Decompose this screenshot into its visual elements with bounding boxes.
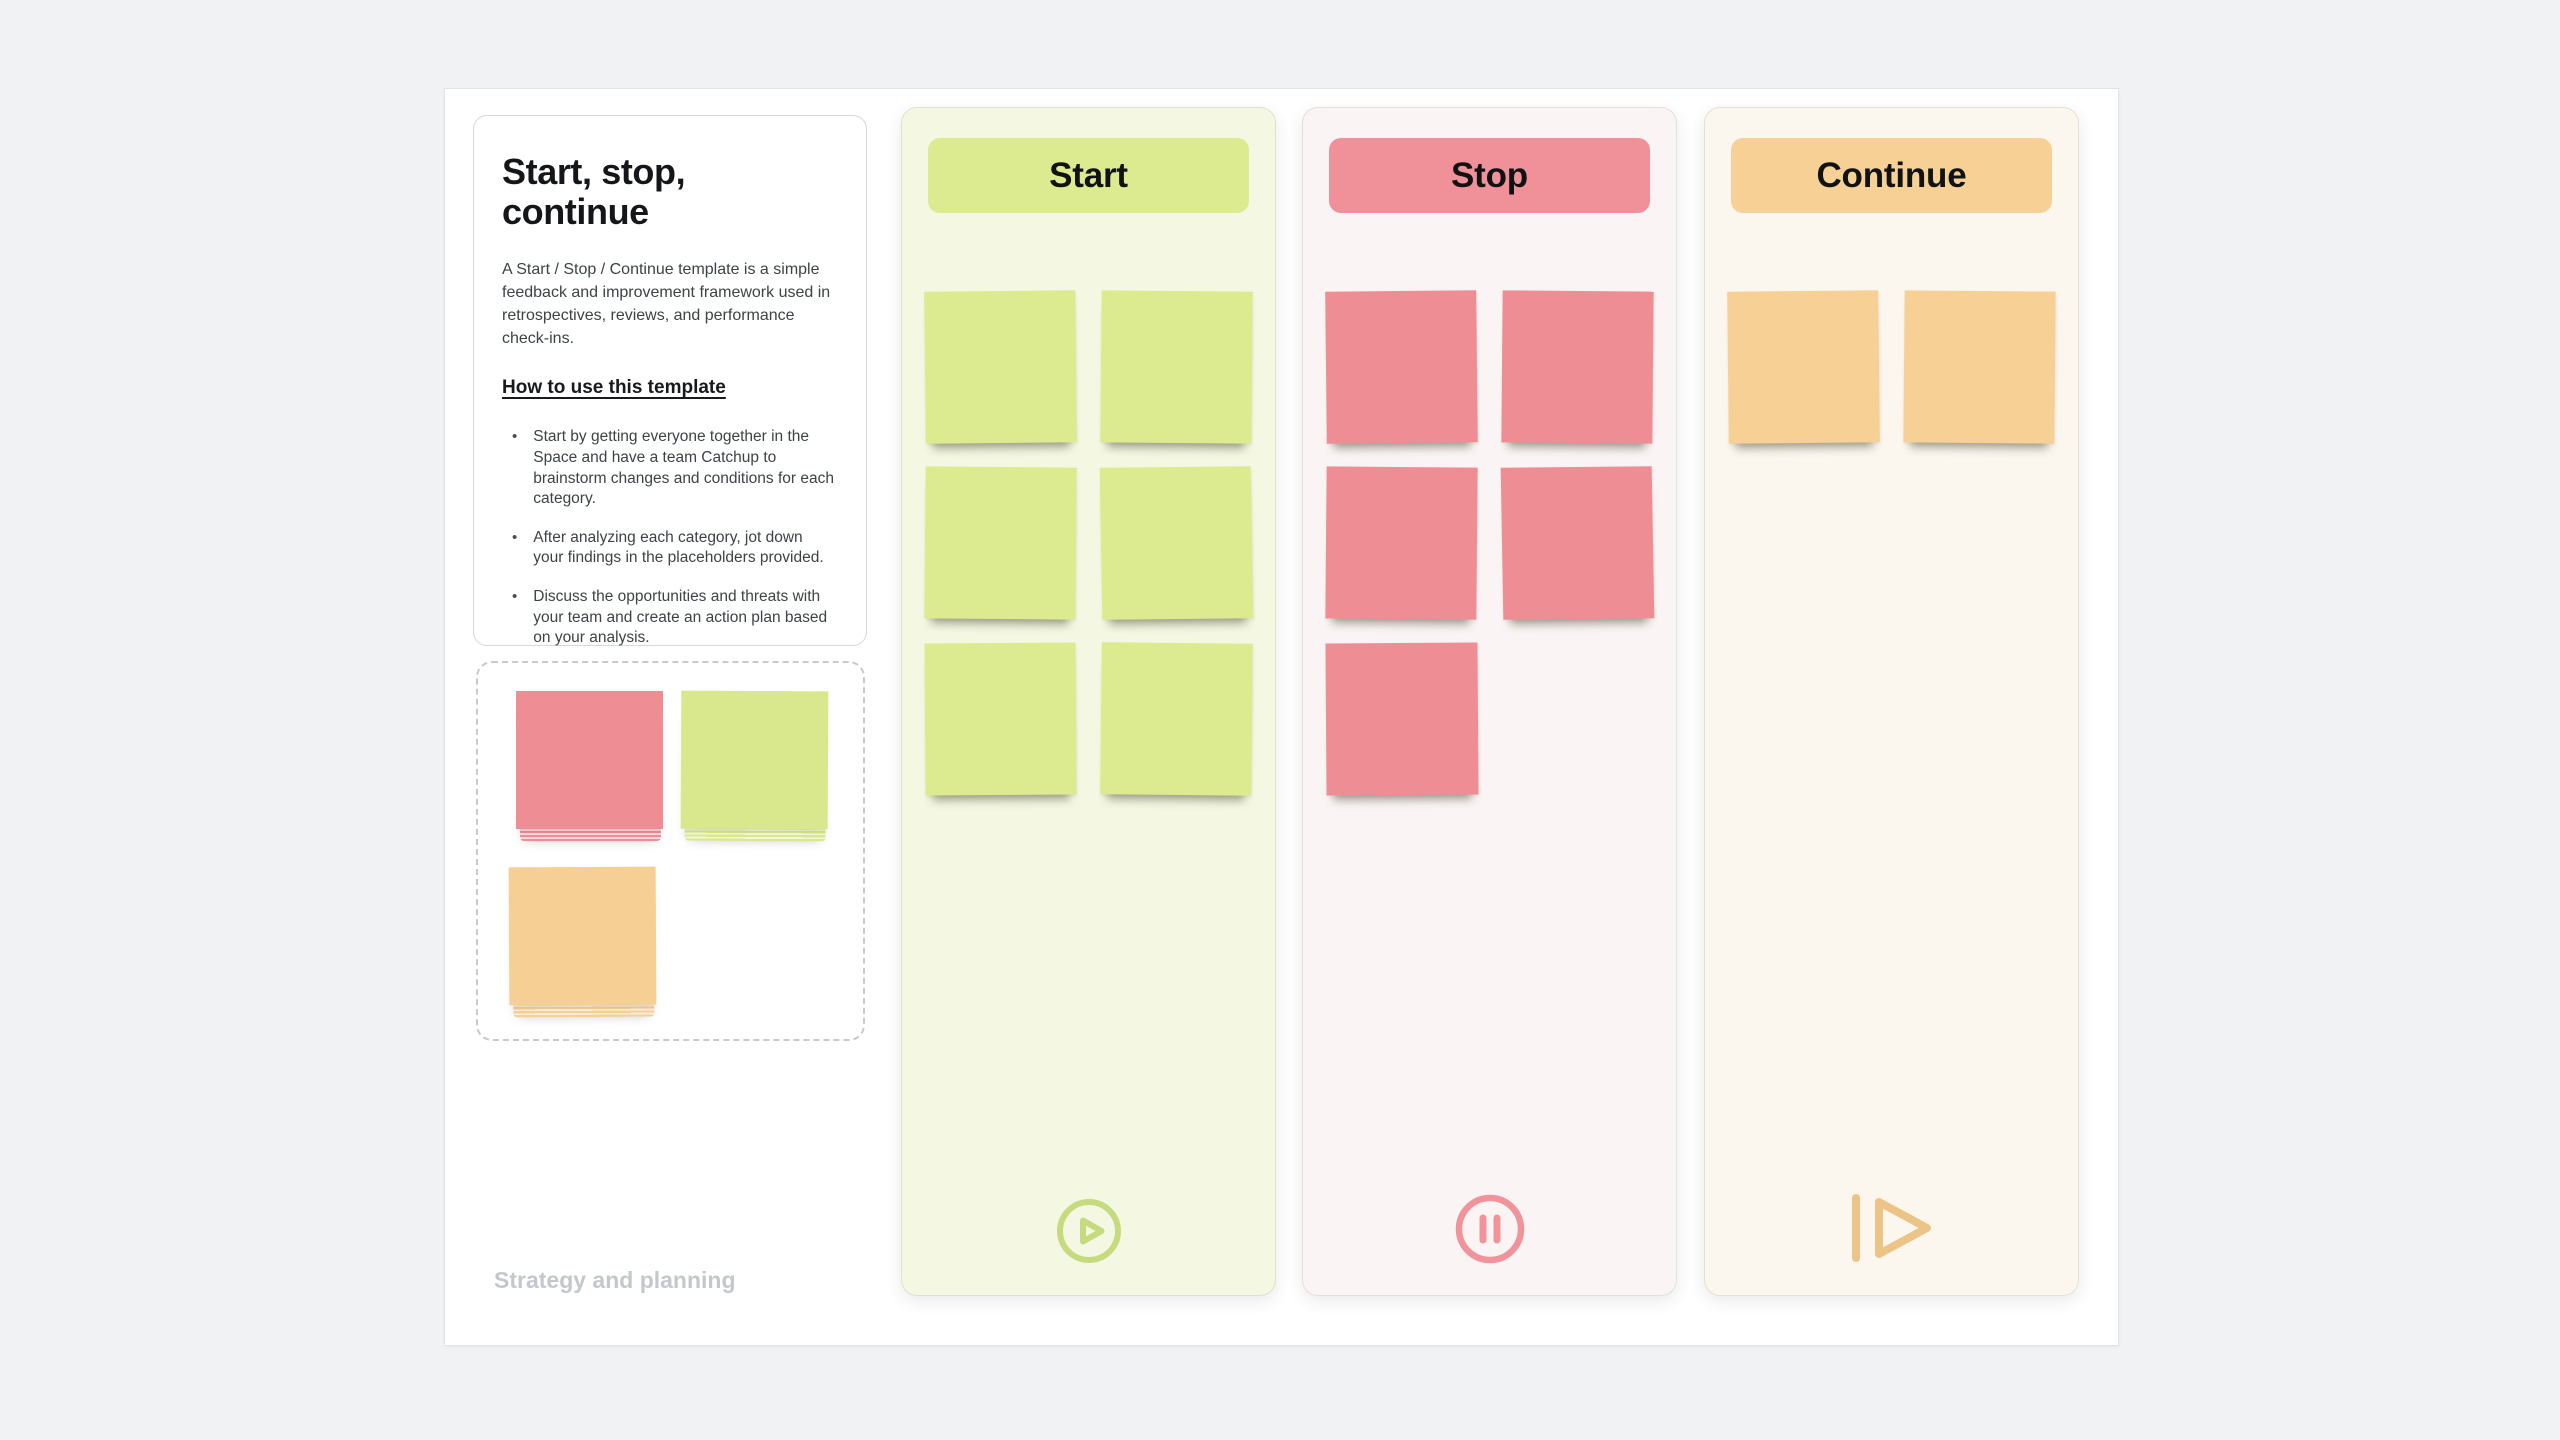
column-continue-footer xyxy=(1705,1189,2078,1267)
sticky-note[interactable] xyxy=(924,290,1077,444)
sticky-note[interactable] xyxy=(1100,642,1253,796)
notes-row xyxy=(1325,642,1653,796)
notes-row xyxy=(924,466,1254,620)
orange-sticky-pad[interactable] xyxy=(508,866,657,1006)
sticky-note[interactable] xyxy=(924,466,1077,620)
sticky-note[interactable] xyxy=(1325,466,1478,620)
column-continue-header[interactable]: Continue xyxy=(1731,138,2052,213)
notes-row xyxy=(1727,290,2056,444)
how-to-item: • Discuss the opportunities and threats w… xyxy=(502,587,838,649)
info-card: Start, stop, continue A Start / Stop / C… xyxy=(473,115,867,646)
how-to-item-text: Start by getting everyone together in th… xyxy=(533,428,834,508)
play-circle-icon[interactable] xyxy=(1053,1195,1125,1267)
notes-grid xyxy=(1325,290,1655,819)
how-to-list: • Start by getting everyone together in t… xyxy=(502,427,838,648)
notes-row xyxy=(1325,290,1654,444)
red-sticky-pad[interactable] xyxy=(516,691,663,841)
sticky-note[interactable] xyxy=(1727,290,1880,444)
column-stop-header[interactable]: Stop xyxy=(1329,138,1650,213)
category-label: Strategy and planning xyxy=(494,1267,736,1293)
column-start-label: Start xyxy=(1049,155,1128,195)
bullet-dot: • xyxy=(512,428,518,446)
notes-grid xyxy=(924,290,1254,819)
column-continue: Continue xyxy=(1704,107,2079,1296)
column-continue-label: Continue xyxy=(1816,155,1967,195)
sticky-note[interactable] xyxy=(1325,642,1479,796)
bullet-dot: • xyxy=(512,528,518,546)
how-to-item-text: After analyzing each category, jot down … xyxy=(533,528,824,567)
sticky-note-palette xyxy=(476,661,865,1041)
notes-row xyxy=(1325,466,1655,620)
template-title: Start, stop, continue xyxy=(502,151,686,232)
bullet-dot: • xyxy=(512,587,518,605)
sticky-note[interactable] xyxy=(1099,466,1254,620)
skip-forward-icon[interactable] xyxy=(1847,1189,1937,1267)
notes-row xyxy=(924,290,1253,444)
sticky-note[interactable] xyxy=(1903,290,2056,444)
column-start-footer xyxy=(902,1195,1275,1267)
column-stop-label: Stop xyxy=(1451,155,1528,195)
sticky-note[interactable] xyxy=(1500,466,1655,620)
sticky-note[interactable] xyxy=(1325,290,1478,444)
column-stop: Stop xyxy=(1302,107,1677,1296)
green-sticky-pad[interactable] xyxy=(680,690,829,830)
template-description: A Start / Stop / Continue template is a … xyxy=(502,261,831,348)
column-start-header[interactable]: Start xyxy=(928,138,1249,213)
how-to-item: • After analyzing each category, jot down… xyxy=(502,528,838,569)
sticky-note[interactable] xyxy=(1501,290,1654,444)
pause-circle-icon[interactable] xyxy=(1452,1191,1528,1267)
notes-row xyxy=(924,642,1253,796)
how-to-item: • Start by getting everyone together in t… xyxy=(502,427,838,509)
column-stop-footer xyxy=(1303,1191,1676,1267)
sticky-note[interactable] xyxy=(924,642,1077,796)
column-start: Start xyxy=(901,107,1276,1296)
how-to-item-text: Discuss the opportunities and threats wi… xyxy=(533,587,828,647)
notes-grid xyxy=(1727,290,2056,467)
how-to-heading: How to use this template xyxy=(502,377,726,399)
template-board: Start, stop, continue A Start / Stop / C… xyxy=(444,88,2119,1346)
sticky-note[interactable] xyxy=(1100,290,1253,444)
